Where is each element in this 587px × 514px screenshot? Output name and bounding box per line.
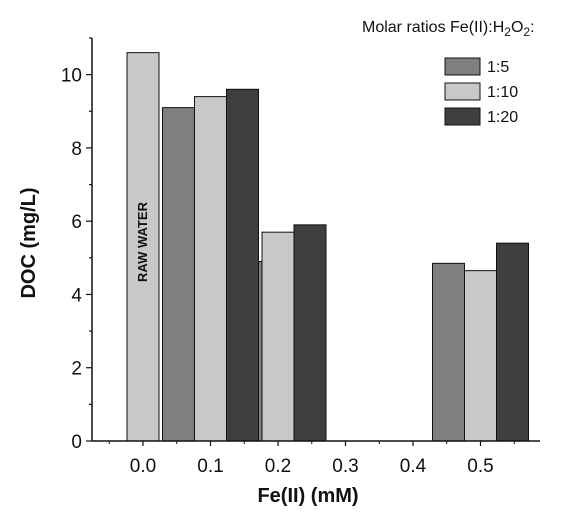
title-part: : [530,19,534,36]
y-axis-title: DOC (mg/L) [18,187,40,298]
chart-title: Molar ratios Fe(II):H2O2: [362,19,535,39]
bar-1to20-0.1 [226,88,259,442]
title-part: 2 [523,25,530,39]
legend-swatch [444,107,481,126]
y-tick-label: 10 [61,66,82,87]
title-part: Molar ratios Fe(II):H [362,19,504,36]
y-tick-label: 6 [71,212,82,233]
title-part: 2 [504,25,511,39]
bars-group [126,52,529,442]
legend-label: 1:20 [487,109,518,126]
y-tick-label: 4 [71,285,82,306]
x-tick-label: 0.3 [332,456,358,477]
x-tick-label: 0.1 [197,456,223,477]
raw-water-annotation: RAW WATER [135,201,150,282]
bar-1to10-0.5 [464,270,497,442]
axes-group: 0 2 4 6 8 10 0.0 0.1 0.2 0.3 0.4 0.5 [61,37,540,477]
bar-1to5-0.5 [432,262,465,442]
y-tick-label: 2 [71,359,82,380]
bar-1to5-0.1 [162,107,195,442]
bar-1to20-0.5 [496,242,529,442]
x-tick-label: 0.2 [265,456,291,477]
bar-1to10-0.0 [126,52,160,442]
legend-swatch [444,57,481,76]
x-tick-label: 0.4 [400,456,427,477]
bar-1to10-0.2 [261,231,295,442]
legend-label: 1:5 [487,59,509,76]
y-tick-label: 8 [71,139,82,160]
legend: 1:5 1:10 1:20 [444,57,518,126]
bar-1to20-0.2 [293,224,327,442]
legend-label: 1:10 [487,84,518,101]
bar-1to10-0.1 [194,96,227,442]
x-tick-label: 0.5 [467,456,493,477]
title-part: O [511,19,523,36]
legend-swatch [444,82,481,101]
x-tick-label: 0.0 [130,456,156,477]
y-tick-label: 0 [71,432,82,453]
x-axis-title: Fe(II) (mM) [257,485,358,507]
